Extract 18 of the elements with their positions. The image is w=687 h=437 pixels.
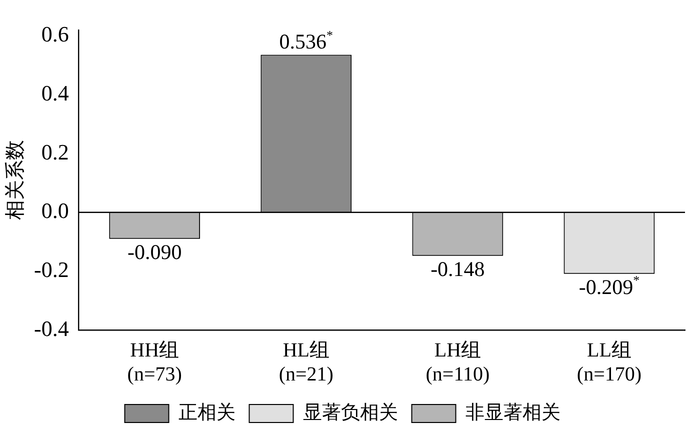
data-label: 0.536* <box>279 27 334 54</box>
legend-label: 正相关 <box>178 402 236 424</box>
y-tick-label: -0.4 <box>34 316 69 341</box>
y-tick-label: 0.0 <box>41 198 69 224</box>
data-label: -0.209* <box>578 272 640 299</box>
y-tick-label: 0.2 <box>41 139 69 164</box>
x-tick-label: HL组 (n=21) <box>278 339 334 386</box>
y-axis-title: 相关系数 <box>4 140 26 220</box>
legend-label: 非显著相关 <box>465 402 560 424</box>
data-label: -0.148 <box>430 256 485 281</box>
y-tick-label: 0.4 <box>41 80 69 106</box>
x-tick-label: HH组 (n=73) <box>127 339 182 386</box>
y-tick-label: 0.6 <box>41 22 69 47</box>
x-tick-label: LL组 (n=170) <box>576 339 642 386</box>
x-tick-label: LH组 (n=110) <box>426 339 490 386</box>
y-tick-label: -0.2 <box>34 256 69 282</box>
legend-label: 显著负相关 <box>302 402 398 424</box>
data-label: -0.090 <box>127 240 182 264</box>
